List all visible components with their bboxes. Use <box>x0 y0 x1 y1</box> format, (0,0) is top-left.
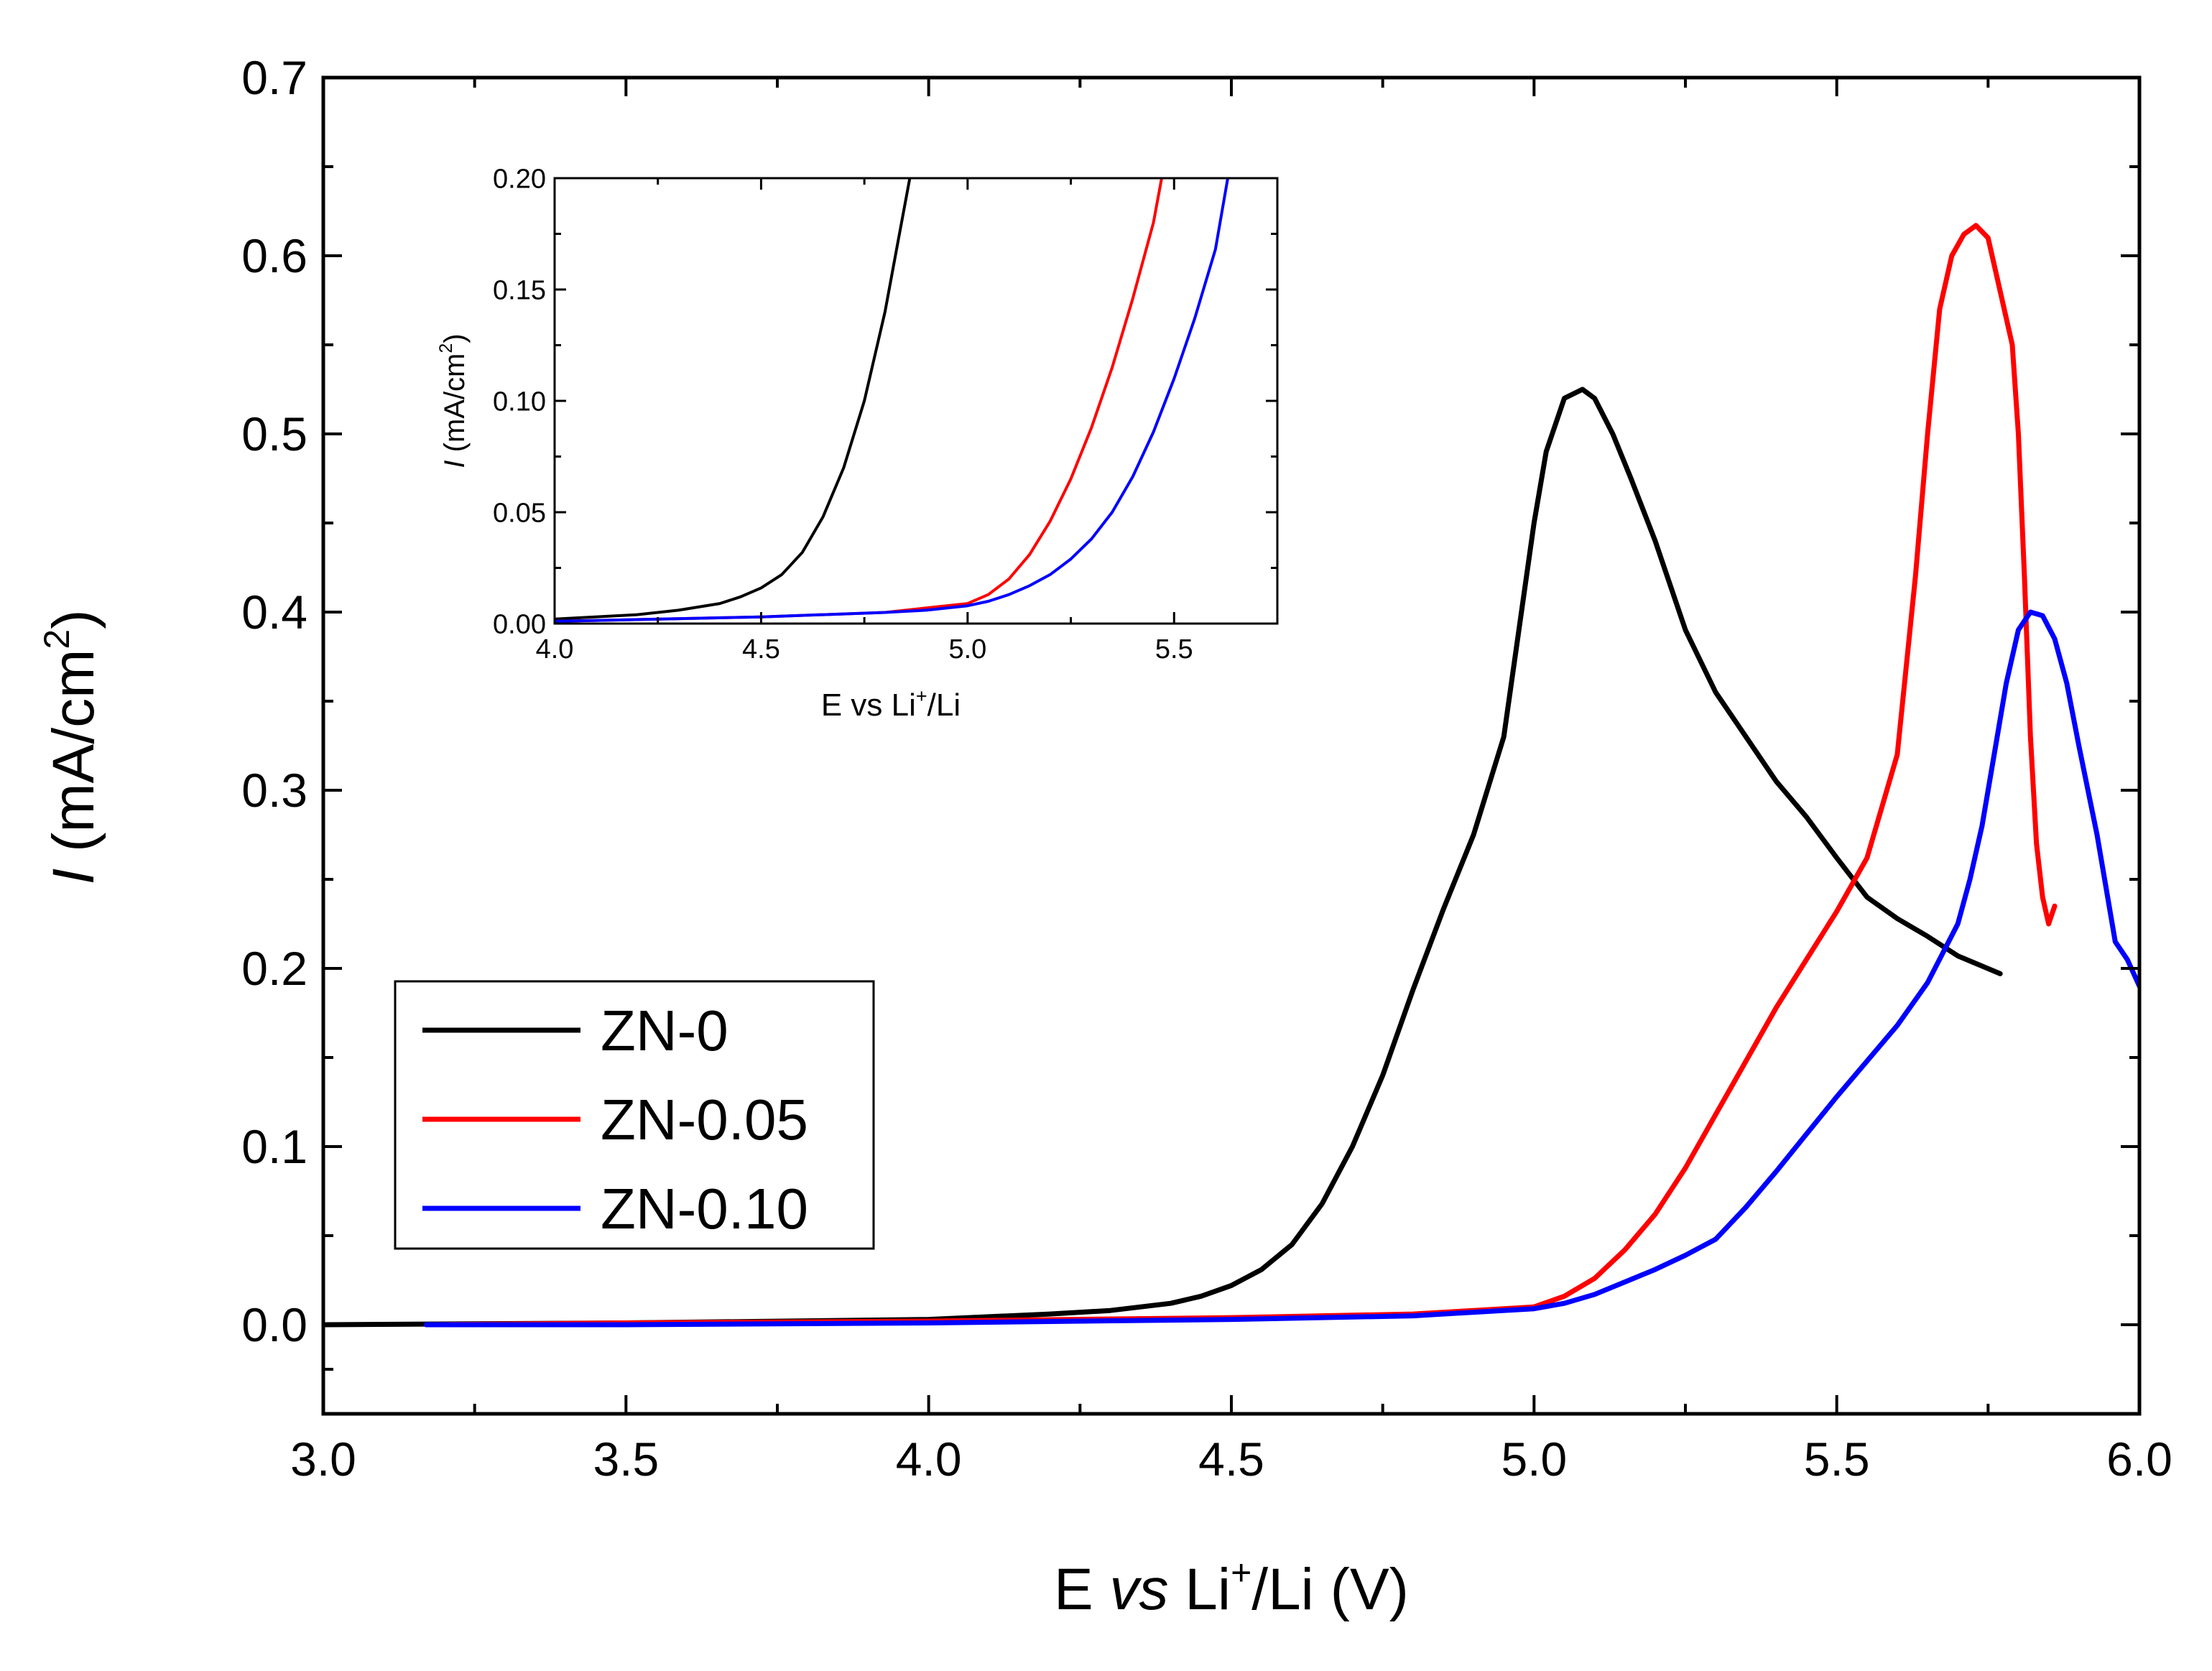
inset-series-line-zn-0-10 <box>555 178 1229 623</box>
main-x-tick-labels: 3.0 3.5 4.0 4.5 5.0 5.5 6.0 <box>290 1432 2172 1486</box>
main-x-tick-label: 3.5 <box>593 1432 659 1486</box>
main-x-axis-title-mid: Li <box>1168 1557 1231 1622</box>
main-x-axis-title: E vs Li+/Li (V) <box>1054 1552 1409 1622</box>
main-x-tick-label: 4.5 <box>1198 1432 1264 1486</box>
main-y-tick-label: 0.3 <box>241 764 307 817</box>
main-y-tick-label: 0.1 <box>241 1120 307 1173</box>
inset-chart: 4.0 4.5 5.0 5.5 0.00 0.05 0.10 0.15 0.20 E vs L… <box>436 164 1279 723</box>
inset-x-tick-label: 4.5 <box>742 634 780 665</box>
legend: ZN-0 ZN-0.05 ZN-0.10 <box>394 980 875 1250</box>
inset-y-axis-title: I (mA/cm2) <box>436 333 471 468</box>
main-series-line-zn-0 <box>323 386 2003 1328</box>
main-x-tick-label: 5.5 <box>1804 1432 1870 1486</box>
main-x-axis-title-sup: + <box>1231 1552 1251 1593</box>
inset-y-tick-labels: 0.00 0.05 0.10 0.15 0.20 <box>493 164 546 639</box>
inset-y-axis-title-tail: ) <box>439 333 471 343</box>
inset-series-group <box>555 178 1229 623</box>
inset-y-tick-label: 0.05 <box>493 498 546 528</box>
main-y-axis-title-sup: 2 <box>37 629 77 649</box>
main-y-tick-label: 0.7 <box>241 51 307 104</box>
main-y-tick-label: 0.2 <box>241 942 307 995</box>
inset-x-axis-title-sup: + <box>916 685 927 707</box>
main-x-axis-title-main: E <box>1054 1557 1109 1622</box>
main-x-axis-title-tail: /Li (V) <box>1251 1557 1409 1622</box>
inset-x-tick-label: 4.0 <box>536 634 574 665</box>
inset-y-tick-label: 0.15 <box>493 275 546 305</box>
inset-background <box>555 178 1277 624</box>
main-y-axis-title-tail: ) <box>41 609 106 629</box>
inset-x-tick-label: 5.0 <box>948 634 986 665</box>
main-y-axis-title-italic: I <box>41 869 106 885</box>
main-x-axis-title-italic: vs <box>1109 1557 1168 1622</box>
inset-series-line-zn-0 <box>555 178 912 621</box>
inset-y-axis-title-mid: (mA/cm <box>439 353 471 460</box>
main-y-axis-title-mid: (mA/cm <box>41 649 106 869</box>
main-y-tick-label: 0.5 <box>241 407 307 460</box>
main-x-tick-label: 5.0 <box>1501 1432 1567 1486</box>
main-y-tick-labels: 0.0 0.1 0.2 0.3 0.4 0.5 0.6 0.7 <box>241 51 307 1351</box>
main-y-tick-label: 0.6 <box>241 229 307 282</box>
main-x-tick-label: 4.0 <box>896 1432 962 1486</box>
inset-ticks <box>553 177 1277 625</box>
main-y-axis-title: I (mA/cm2) <box>37 609 106 884</box>
inset-y-tick-label: 0.20 <box>493 164 546 194</box>
main-x-tick-label: 6.0 <box>2106 1432 2172 1486</box>
inset-x-tick-label: 5.5 <box>1155 634 1193 665</box>
inset-y-tick-label: 0.10 <box>493 386 546 417</box>
legend-label-zn-0-05: ZN-0.05 <box>601 1088 808 1152</box>
inset-x-tick-labels: 4.0 4.5 5.0 5.5 <box>536 634 1193 665</box>
legend-box <box>394 980 875 1250</box>
main-y-tick-label: 0.4 <box>241 585 307 639</box>
legend-label-zn-0: ZN-0 <box>601 999 728 1063</box>
main-y-tick-label: 0.0 <box>241 1298 307 1351</box>
main-ticks <box>322 76 2141 1414</box>
inset-x-axis-title-main: E vs Li <box>821 688 916 723</box>
main-x-tick-label: 3.0 <box>290 1432 356 1486</box>
inset-x-axis-title-tail: /Li <box>927 688 961 723</box>
inset-y-tick-label: 0.00 <box>493 609 546 639</box>
inset-y-axis-title-italic: I <box>439 460 471 468</box>
inset-x-axis-title: E vs Li+/Li <box>821 685 961 723</box>
legend-items: ZN-0 ZN-0.05 ZN-0.10 <box>422 999 808 1241</box>
legend-label-zn-0-10: ZN-0.10 <box>601 1177 808 1241</box>
main-series-group <box>323 223 2139 1328</box>
inset-y-axis-title-sup: 2 <box>436 343 456 353</box>
main-chart: 3.0 3.5 4.0 4.5 5.0 5.5 6.0 0.0 0.1 0.2 0.3 0.4 0.5… <box>37 51 2172 1622</box>
main-series-line-zn-0-10 <box>423 609 2139 1328</box>
